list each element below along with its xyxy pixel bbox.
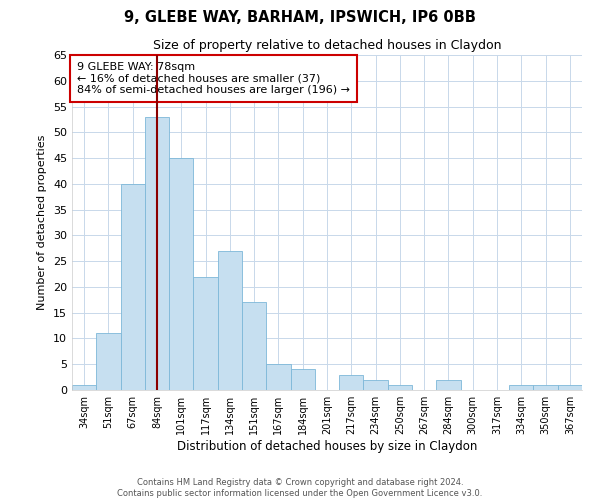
- Bar: [290, 370, 315, 390]
- Text: 9, GLEBE WAY, BARHAM, IPSWICH, IP6 0BB: 9, GLEBE WAY, BARHAM, IPSWICH, IP6 0BB: [124, 10, 476, 25]
- Bar: [72, 385, 96, 390]
- Bar: [145, 117, 169, 390]
- Bar: [266, 364, 290, 390]
- Bar: [121, 184, 145, 390]
- Bar: [533, 385, 558, 390]
- Text: 9 GLEBE WAY: 78sqm
← 16% of detached houses are smaller (37)
84% of semi-detache: 9 GLEBE WAY: 78sqm ← 16% of detached hou…: [77, 62, 350, 95]
- Y-axis label: Number of detached properties: Number of detached properties: [37, 135, 47, 310]
- Bar: [218, 251, 242, 390]
- X-axis label: Distribution of detached houses by size in Claydon: Distribution of detached houses by size …: [177, 440, 477, 453]
- Bar: [364, 380, 388, 390]
- Bar: [193, 276, 218, 390]
- Bar: [242, 302, 266, 390]
- Bar: [388, 385, 412, 390]
- Bar: [339, 374, 364, 390]
- Bar: [558, 385, 582, 390]
- Title: Size of property relative to detached houses in Claydon: Size of property relative to detached ho…: [153, 40, 501, 52]
- Text: Contains HM Land Registry data © Crown copyright and database right 2024.
Contai: Contains HM Land Registry data © Crown c…: [118, 478, 482, 498]
- Bar: [436, 380, 461, 390]
- Bar: [509, 385, 533, 390]
- Bar: [169, 158, 193, 390]
- Bar: [96, 334, 121, 390]
